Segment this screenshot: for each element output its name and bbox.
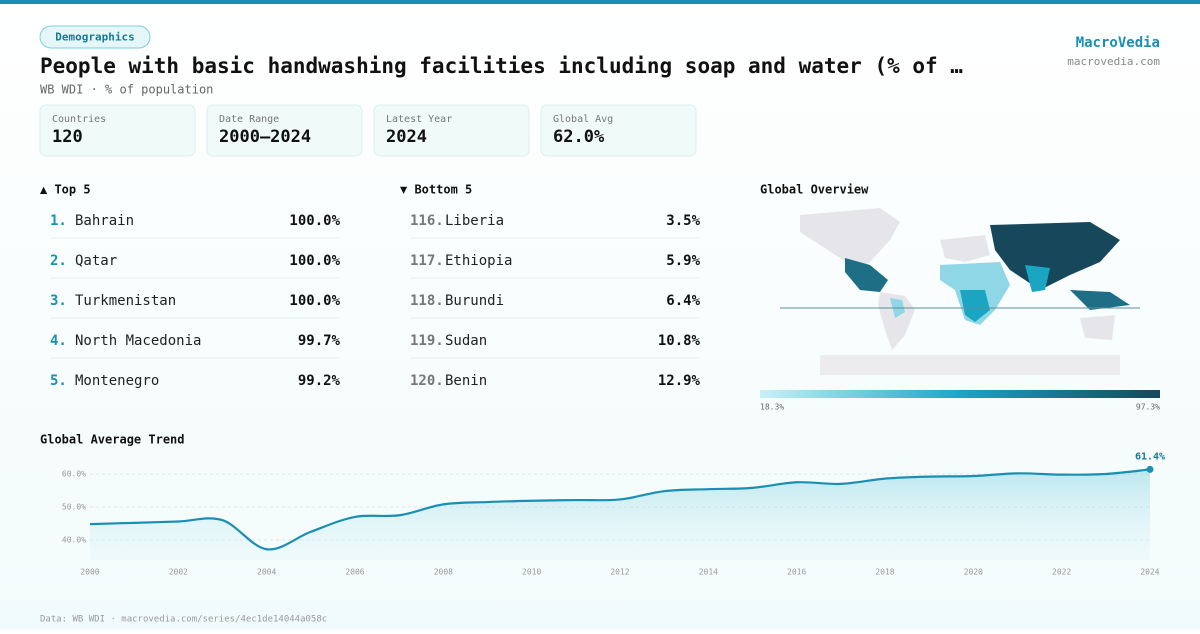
value: 12.9% <box>658 373 701 389</box>
chart-title: Global Average Trend <box>40 433 185 447</box>
value: 6.4% <box>666 293 700 309</box>
stat-label: Global Avg <box>553 114 613 125</box>
value-label: 61.4% <box>1135 451 1165 462</box>
stat-value: 120 <box>52 127 83 147</box>
trend-area <box>90 469 1150 560</box>
legend-max: 97.3% <box>1136 403 1160 412</box>
country: North Macedonia <box>75 333 201 349</box>
country: Benin <box>445 373 487 389</box>
rank: 1. <box>50 213 67 229</box>
site: macrovedia.com <box>1067 55 1160 68</box>
brand: MacroVedia <box>1076 35 1160 51</box>
x-tick-label: 2000 <box>80 568 99 577</box>
country: Sudan <box>445 333 487 349</box>
country: Liberia <box>445 213 504 229</box>
stat-card <box>39 104 196 157</box>
value: 99.7% <box>298 333 341 349</box>
rank: 2. <box>50 253 67 269</box>
trend-chart: 40.0% 50.0% 60.0% 2000 2002 2004 2006 2008 2010 2… <box>62 451 1165 576</box>
map-title: Global Overview <box>760 183 869 197</box>
legend-min: 18.3% <box>760 403 784 412</box>
x-tick-label: 2020 <box>964 568 983 577</box>
rank: 5. <box>50 373 67 389</box>
footer: Data: WB WDI · macrovedia.com/series/4ec… <box>40 615 327 625</box>
list-title: ▼ Bottom 5 <box>400 183 472 197</box>
stat-card <box>540 104 697 157</box>
end-point <box>1146 465 1154 473</box>
x-tick-label: 2002 <box>169 568 188 577</box>
rankings: ▲ Top 5 1. Bahrain 100.0% 2. Qatar 100.0% 3. Tur… <box>40 183 701 390</box>
stat-value: 62.0% <box>553 127 605 147</box>
y-tick-label: 60.0% <box>62 470 86 479</box>
country: Qatar <box>75 253 117 269</box>
subtitle: WB WDI · % of population <box>40 83 213 97</box>
country: Burundi <box>445 293 504 309</box>
list-title: ▲ Top 5 <box>40 183 91 197</box>
rank: 3. <box>50 293 67 309</box>
y-tick-label: 50.0% <box>62 503 86 512</box>
rank: 116. <box>410 213 444 229</box>
value: 5.9% <box>666 253 700 269</box>
rank: 4. <box>50 333 67 349</box>
value: 10.8% <box>658 333 701 349</box>
value: 3.5% <box>666 213 700 229</box>
stat-label: Countries <box>52 114 106 125</box>
trend-line <box>89 468 1151 551</box>
value: 99.2% <box>298 373 341 389</box>
rank: 118. <box>410 293 444 309</box>
x-tick-label: 2018 <box>875 568 894 577</box>
value: 100.0% <box>289 253 340 269</box>
stat-value: 2024 <box>386 127 427 147</box>
x-tick-label: 2022 <box>1052 568 1071 577</box>
top-bar <box>0 0 1200 4</box>
x-tick-label: 2010 <box>522 568 541 577</box>
country: Ethiopia <box>445 253 512 269</box>
stat-value: 2000–2024 <box>219 127 311 147</box>
value: 100.0% <box>289 293 340 309</box>
country: Montenegro <box>75 373 159 389</box>
stat-card <box>206 104 363 157</box>
rank: 117. <box>410 253 444 269</box>
country: Bahrain <box>75 213 134 229</box>
country: Turkmenistan <box>75 293 176 309</box>
badge-text: Demographics <box>55 31 134 44</box>
rank: 120. <box>410 373 444 389</box>
stats: Countries 120 Date Range 2000–2024 Latest Ye… <box>39 104 697 157</box>
x-tick-label: 2008 <box>434 568 453 577</box>
rank: 119. <box>410 333 444 349</box>
x-tick-label: 2014 <box>699 568 718 577</box>
x-tick-label: 2016 <box>787 568 806 577</box>
x-tick-label: 2024 <box>1140 568 1159 577</box>
x-tick-label: 2006 <box>345 568 364 577</box>
x-tick-label: 2012 <box>610 568 629 577</box>
map-legend <box>760 390 1160 398</box>
value: 100.0% <box>289 213 340 229</box>
stat-card <box>373 104 530 157</box>
y-tick-label: 40.0% <box>62 536 86 545</box>
stat-label: Latest Year <box>386 114 452 125</box>
stat-label: Date Range <box>219 114 279 125</box>
title: People with basic handwashing facilities… <box>40 54 963 78</box>
badge <box>39 25 151 49</box>
world-map <box>780 208 1140 375</box>
x-tick-label: 2004 <box>257 568 276 577</box>
